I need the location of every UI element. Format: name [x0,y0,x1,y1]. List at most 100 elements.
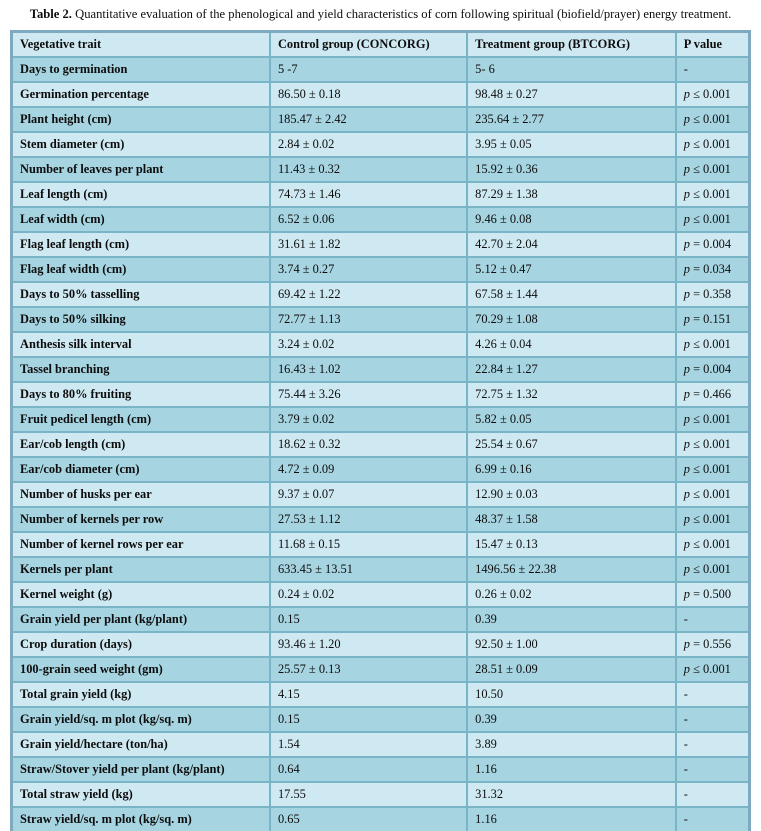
trait-cell: Ear/cob length (cm) [10,430,271,458]
control-value-cell: 0.64 [268,755,469,783]
p-value-cell: p ≤ 0.001 [674,205,751,233]
p-value-cell: p ≤ 0.001 [674,180,751,208]
treatment-value-cell: 15.92 ± 0.36 [466,155,677,183]
control-value-cell: 3.24 ± 0.02 [268,330,469,358]
trait-cell: Kernel weight (g) [10,580,271,608]
treatment-value-cell: 22.84 ± 1.27 [466,355,677,383]
control-value-cell: 75.44 ± 3.26 [268,380,469,408]
trait-cell: Grain yield/hectare (ton/ha) [10,730,271,758]
p-value-cell: p ≤ 0.001 [674,430,751,458]
trait-cell: Germination percentage [10,80,271,108]
control-value-cell: 93.46 ± 1.20 [268,630,469,658]
p-value-cell: - [674,755,751,783]
header-p-value: P value [674,30,751,58]
trait-cell: Total straw yield (kg) [10,780,271,808]
treatment-value-cell: 0.39 [466,605,677,633]
table-row: Grain yield/sq. m plot (kg/sq. m) 0.15 0.3… [10,705,751,733]
trait-cell: Straw/Stover yield per plant (kg/plant) [10,755,271,783]
trait-cell: Days to germination [10,55,271,83]
table-row: Grain yield/hectare (ton/ha) 1.54 3.89- [10,730,751,758]
trait-cell: Fruit pedicel length (cm) [10,405,271,433]
p-value-cell: p = 0.556 [674,630,751,658]
trait-cell: Leaf width (cm) [10,205,271,233]
p-value-cell: - [674,805,751,831]
control-value-cell: 18.62 ± 0.32 [268,430,469,458]
treatment-value-cell: 0.26 ± 0.02 [466,580,677,608]
p-value-cell: p ≤ 0.001 [674,105,751,133]
control-value-cell: 11.43 ± 0.32 [268,155,469,183]
table-row: Flag leaf width (cm) 3.74 ± 0.27 5.12 ± 0.… [10,255,751,283]
trait-cell: Number of kernel rows per ear [10,530,271,558]
control-value-cell: 9.37 ± 0.07 [268,480,469,508]
p-value-cell: - [674,730,751,758]
treatment-value-cell: 12.90 ± 0.03 [466,480,677,508]
table-row: Ear/cob diameter (cm) 4.72 ± 0.09 6.99 ± 0… [10,455,751,483]
p-value-cell: p = 0.034 [674,255,751,283]
control-value-cell: 31.61 ± 1.82 [268,230,469,258]
table-row: Days to germination 5 -7 5- 6- [10,55,751,83]
treatment-value-cell: 28.51 ± 0.09 [466,655,677,683]
header-control-group: Control group (CONCORG) [268,30,469,58]
treatment-value-cell: 3.89 [466,730,677,758]
trait-cell: Ear/cob diameter (cm) [10,455,271,483]
table-caption-text: Quantitative evaluation of the phenologi… [75,7,732,21]
treatment-value-cell: 3.95 ± 0.05 [466,130,677,158]
treatment-value-cell: 10.50 [466,680,677,708]
trait-cell: Grain yield per plant (kg/plant) [10,605,271,633]
p-value-cell: p ≤ 0.001 [674,130,751,158]
p-value-cell: p ≤ 0.001 [674,155,751,183]
trait-cell: Days to 50% tasselling [10,280,271,308]
control-value-cell: 4.72 ± 0.09 [268,455,469,483]
treatment-value-cell: 98.48 ± 0.27 [466,80,677,108]
treatment-value-cell: 31.32 [466,780,677,808]
trait-cell: Kernels per plant [10,555,271,583]
treatment-value-cell: 5.82 ± 0.05 [466,405,677,433]
trait-cell: Total grain yield (kg) [10,680,271,708]
control-value-cell: 86.50 ± 0.18 [268,80,469,108]
p-value-cell: - [674,55,751,83]
table-row: Ear/cob length (cm) 18.62 ± 0.32 25.54 ± 0… [10,430,751,458]
trait-cell: Grain yield/sq. m plot (kg/sq. m) [10,705,271,733]
trait-cell: Stem diameter (cm) [10,130,271,158]
header-treatment-group: Treatment group (BTCORG) [466,30,677,58]
p-value-cell: p ≤ 0.001 [674,480,751,508]
treatment-value-cell: 70.29 ± 1.08 [466,305,677,333]
control-value-cell: 3.74 ± 0.27 [268,255,469,283]
table-row: Days to 80% fruiting 75.44 ± 3.26 72.75 ± … [10,380,751,408]
treatment-value-cell: 9.46 ± 0.08 [466,205,677,233]
trait-cell: Anthesis silk interval [10,330,271,358]
table-row: Kernels per plant 633.45 ± 13.51 1496.56 ±… [10,555,751,583]
treatment-value-cell: 5.12 ± 0.47 [466,255,677,283]
control-value-cell: 6.52 ± 0.06 [268,205,469,233]
treatment-value-cell: 1496.56 ± 22.38 [466,555,677,583]
control-value-cell: 0.24 ± 0.02 [268,580,469,608]
control-value-cell: 4.15 [268,680,469,708]
treatment-value-cell: 15.47 ± 0.13 [466,530,677,558]
p-value-cell: p = 0.466 [674,380,751,408]
table-row: Number of kernels per row 27.53 ± 1.12 48.… [10,505,751,533]
trait-cell: Crop duration (days) [10,630,271,658]
control-value-cell: 72.77 ± 1.13 [268,305,469,333]
table-row: Days to 50% silking 72.77 ± 1.13 70.29 ± 1… [10,305,751,333]
data-table: Vegetative trait Control group (CONCORG)… [10,29,751,831]
treatment-value-cell: 48.37 ± 1.58 [466,505,677,533]
p-value-cell: p = 0.500 [674,580,751,608]
control-value-cell: 185.47 ± 2.42 [268,105,469,133]
table-row: Plant height (cm) 185.47 ± 2.42 235.64 ± 2… [10,105,751,133]
trait-cell: Number of leaves per plant [10,155,271,183]
treatment-value-cell: 5- 6 [466,55,677,83]
treatment-value-cell: 92.50 ± 1.00 [466,630,677,658]
treatment-value-cell: 4.26 ± 0.04 [466,330,677,358]
control-value-cell: 0.15 [268,705,469,733]
control-value-cell: 2.84 ± 0.02 [268,130,469,158]
treatment-value-cell: 72.75 ± 1.32 [466,380,677,408]
table-row: Germination percentage 86.50 ± 0.18 98.48 … [10,80,751,108]
table-caption-label: Table 2. [29,7,72,21]
treatment-value-cell: 25.54 ± 0.67 [466,430,677,458]
table-row: Leaf length (cm) 74.73 ± 1.46 87.29 ± 1.38… [10,180,751,208]
p-value-cell: p = 0.358 [674,280,751,308]
p-value-cell: p = 0.004 [674,230,751,258]
control-value-cell: 5 -7 [268,55,469,83]
table-row: Days to 50% tasselling 69.42 ± 1.22 67.58 … [10,280,751,308]
